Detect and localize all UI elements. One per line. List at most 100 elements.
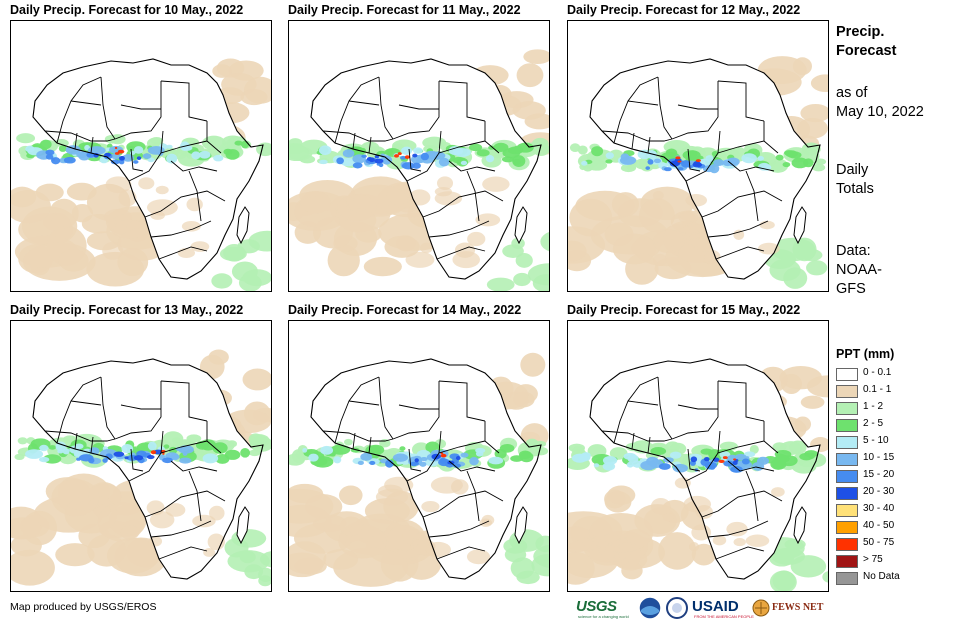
rain-cell	[652, 190, 664, 201]
legend-label: > 75	[863, 554, 883, 565]
map-panel-11-may: Daily Precip. Forecast for 11 May., 2022	[288, 2, 550, 292]
rain-cell	[723, 460, 735, 467]
country-border	[170, 160, 218, 172]
map-panel-12-may: Daily Precip. Forecast for 12 May., 2022	[567, 2, 829, 292]
legend-item: 30 - 40	[836, 502, 946, 519]
rain-cell	[650, 447, 667, 456]
map-panel-10-may: Daily Precip. Forecast for 10 May., 2022	[10, 2, 272, 292]
rain-cell	[677, 160, 682, 163]
madagascar	[514, 206, 528, 245]
rain-cell	[40, 139, 52, 150]
rain-cell	[136, 156, 142, 160]
rain-cell	[386, 148, 393, 156]
rain-cell	[399, 446, 406, 451]
rain-cell	[146, 455, 155, 460]
rain-cell	[118, 189, 137, 207]
rain-cell	[212, 64, 232, 78]
country-border	[144, 490, 226, 518]
rain-cell	[384, 235, 420, 258]
legend-item: 50 - 75	[836, 536, 946, 553]
rain-cell	[733, 538, 746, 547]
rain-cell	[166, 153, 178, 164]
rain-cell	[179, 457, 192, 464]
rain-cell	[338, 208, 377, 233]
rain-cell	[789, 440, 807, 455]
rain-cell	[658, 463, 671, 470]
country-border	[70, 100, 102, 106]
country-border	[368, 436, 372, 454]
legend-swatch	[836, 402, 858, 415]
rain-cell	[117, 149, 125, 154]
rain-cell	[203, 548, 216, 557]
rain-cell	[650, 497, 671, 515]
rain-cell	[434, 191, 463, 206]
rain-cell	[237, 239, 260, 254]
legend-label: 5 - 10	[863, 435, 889, 446]
rain-cell	[414, 458, 419, 463]
rain-cell	[769, 258, 801, 282]
rain-cell	[102, 458, 108, 463]
rain-cell	[114, 146, 118, 150]
rain-cell	[691, 524, 712, 541]
legend-swatch	[836, 504, 858, 517]
noaa-logo	[638, 594, 664, 622]
rain-cell	[357, 460, 364, 465]
panel-title: Daily Precip. Forecast for 11 May., 2022	[288, 3, 521, 17]
rain-cell	[360, 452, 373, 461]
rain-cell	[752, 462, 765, 471]
country-border	[100, 76, 116, 140]
rain-cell	[48, 445, 57, 450]
rain-cell	[146, 199, 178, 216]
country-border	[150, 220, 212, 238]
country-border	[717, 380, 765, 422]
rain-cell	[535, 535, 549, 553]
rain-cell	[198, 150, 211, 159]
rain-cell	[212, 442, 228, 454]
rain-cell	[369, 157, 375, 163]
rain-cell	[493, 142, 509, 152]
rain-cell	[242, 368, 271, 391]
heading-line2: Forecast	[836, 43, 897, 59]
rain-cell	[142, 153, 152, 159]
rain-cell	[300, 191, 331, 214]
country-border	[601, 430, 673, 442]
country-border	[150, 520, 212, 538]
country-border	[448, 160, 496, 172]
rain-cell	[55, 441, 67, 452]
rain-cell	[17, 437, 28, 445]
country-border	[657, 76, 673, 140]
rain-cell	[741, 458, 750, 465]
rain-cell	[482, 176, 510, 192]
rain-cell	[475, 450, 484, 457]
rain-cell	[810, 74, 828, 92]
rain-cell	[374, 158, 384, 164]
rain-cell	[672, 463, 689, 473]
legend-swatch	[836, 521, 858, 534]
rain-cell	[129, 150, 136, 155]
rain-cell	[647, 159, 654, 165]
country-border	[348, 400, 380, 406]
rain-cell	[374, 155, 380, 159]
rain-cell	[438, 458, 451, 467]
rain-cell	[377, 484, 403, 498]
rain-cell	[74, 443, 84, 450]
country-border	[627, 100, 659, 106]
country-border	[74, 132, 78, 150]
rain-cell	[343, 438, 353, 446]
country-border	[130, 148, 144, 172]
country-border	[701, 190, 783, 218]
country-border	[701, 490, 783, 518]
legend-swatch	[836, 572, 858, 585]
rain-cell	[25, 449, 44, 459]
legend-item: 0 - 0.1	[836, 366, 946, 383]
rain-cell	[133, 455, 144, 461]
precip-map	[10, 20, 272, 292]
rain-cell	[512, 101, 546, 120]
country-border	[715, 546, 765, 560]
rain-cell	[520, 352, 546, 377]
rain-cell	[703, 457, 710, 462]
rain-cell	[51, 157, 56, 162]
rain-cell	[103, 208, 133, 225]
rain-cell	[213, 154, 224, 162]
country-border	[707, 520, 769, 538]
